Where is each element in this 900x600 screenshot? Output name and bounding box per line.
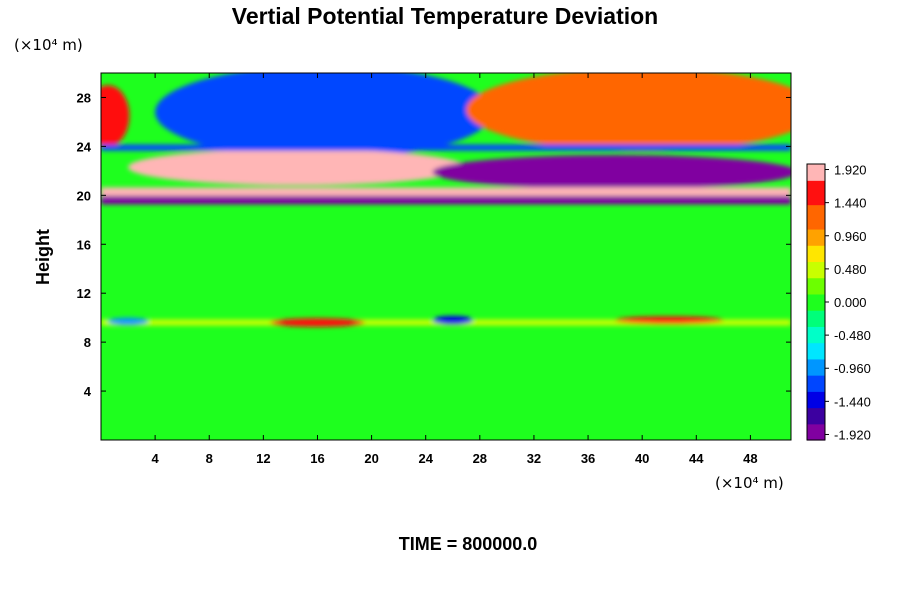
x-tick-label: 12 <box>256 451 270 466</box>
y-axis-ticks: 4 8 12 16 20 24 28 <box>77 90 791 399</box>
colorbar-segment <box>807 245 825 254</box>
heatmap-region-4 <box>101 85 130 147</box>
colorbar-tick-label: 1.440 <box>834 196 867 211</box>
colorbar-segment <box>807 342 825 352</box>
colorbar-segment <box>807 204 825 214</box>
colorbar-segment <box>807 237 825 246</box>
colorbar-segment <box>807 180 825 189</box>
colorbar-segment <box>807 285 825 295</box>
colorbar-tick-label: 1.920 <box>834 163 867 178</box>
y-tick-label: 20 <box>77 188 91 203</box>
colorbar-segment <box>807 261 825 271</box>
x-tick-label: 44 <box>689 451 704 466</box>
x-axis-ticks: 4 8 12 16 20 24 28 32 36 40 44 48 <box>152 73 758 466</box>
y-axis-label: Height <box>33 229 53 285</box>
colorbar-segment <box>807 334 825 344</box>
colorbar-segment <box>807 302 825 311</box>
x-unit-label: (×10⁴ m) <box>715 474 784 492</box>
x-tick-label: 48 <box>743 451 757 466</box>
colorbar-segment <box>807 431 825 441</box>
y-tick-label: 12 <box>77 286 91 301</box>
heatmap-region-3 <box>466 73 791 152</box>
heatmap-region-5 <box>128 148 467 186</box>
colorbar-tick-label: 0.000 <box>834 295 867 310</box>
colorbar-segment <box>807 228 825 238</box>
x-tick-label: 40 <box>635 451 649 466</box>
colorbar-tick-label: 0.480 <box>834 262 867 277</box>
heatmap-region-1 <box>155 73 494 159</box>
colorbar-segment <box>807 277 825 287</box>
colorbar-segment <box>807 423 825 433</box>
x-tick-label: 8 <box>206 451 213 466</box>
heatmap-band-8 <box>101 187 791 196</box>
chart-title: Vertial Potential Temperature Deviation <box>232 3 658 29</box>
colorbar-segment <box>807 196 825 206</box>
colorbar-tick-label: 0.960 <box>834 229 867 244</box>
y-tick-label: 8 <box>84 335 91 350</box>
colorbar-segment <box>807 212 825 222</box>
heatmap-features <box>101 73 791 327</box>
colorbar-segment <box>807 293 825 303</box>
colorbar-segment <box>807 172 825 181</box>
colorbar-tick-label: -1.920 <box>834 427 871 442</box>
colorbar-tick-label: -1.440 <box>834 394 871 409</box>
heatmap-region-13 <box>432 315 474 325</box>
y-tick-label: 28 <box>77 90 91 105</box>
heatmap-region-6 <box>432 154 791 190</box>
x-tick-label: 36 <box>581 451 595 466</box>
heatmap-plot-area <box>101 73 791 440</box>
colorbar-segment <box>807 350 825 360</box>
heatmap-region-12 <box>615 316 724 324</box>
plot-frame <box>100 72 792 441</box>
x-tick-label: 20 <box>364 451 378 466</box>
colorbar-segment <box>807 253 825 263</box>
colorbar-segment <box>807 407 825 417</box>
x-tick-label: 32 <box>527 451 541 466</box>
colorbar-segment <box>807 269 825 279</box>
colorbar-segment <box>807 375 825 384</box>
heatmap-region-14 <box>107 317 149 326</box>
colorbar-segment <box>807 318 825 327</box>
colorbar-segment <box>807 220 825 230</box>
time-label: TIME = 800000.0 <box>399 534 538 554</box>
heatmap-band-9 <box>101 195 791 205</box>
colorbar-segment <box>807 399 825 409</box>
colorbar-segment <box>807 164 825 173</box>
y-tick-label: 24 <box>77 139 92 154</box>
heatmap-region-11 <box>270 318 365 327</box>
heatmap-band-7 <box>101 144 791 151</box>
x-tick-label: 4 <box>152 451 160 466</box>
y-tick-label: 16 <box>77 237 91 252</box>
colorbar-segment <box>807 326 825 336</box>
colorbar-tick-label: -0.480 <box>834 328 871 343</box>
colorbar-segment <box>807 366 825 376</box>
y-unit-label: (×10⁴ m) <box>14 36 83 54</box>
colorbar-segment <box>807 188 825 198</box>
colorbar-segment <box>807 310 825 319</box>
y-tick-label: 4 <box>84 384 92 399</box>
colorbar-segment <box>807 383 825 392</box>
x-tick-label: 28 <box>473 451 487 466</box>
x-tick-label: 24 <box>418 451 433 466</box>
x-tick-label: 16 <box>310 451 324 466</box>
colorbar: 1.920 1.440 0.960 0.480 0.000 -0.480 -0.960 -1.… <box>806 163 871 442</box>
colorbar-tick-label: -0.960 <box>834 361 871 376</box>
colorbar-segment <box>807 358 825 368</box>
colorbar-segment <box>807 415 825 425</box>
colorbar-segment <box>807 391 825 401</box>
